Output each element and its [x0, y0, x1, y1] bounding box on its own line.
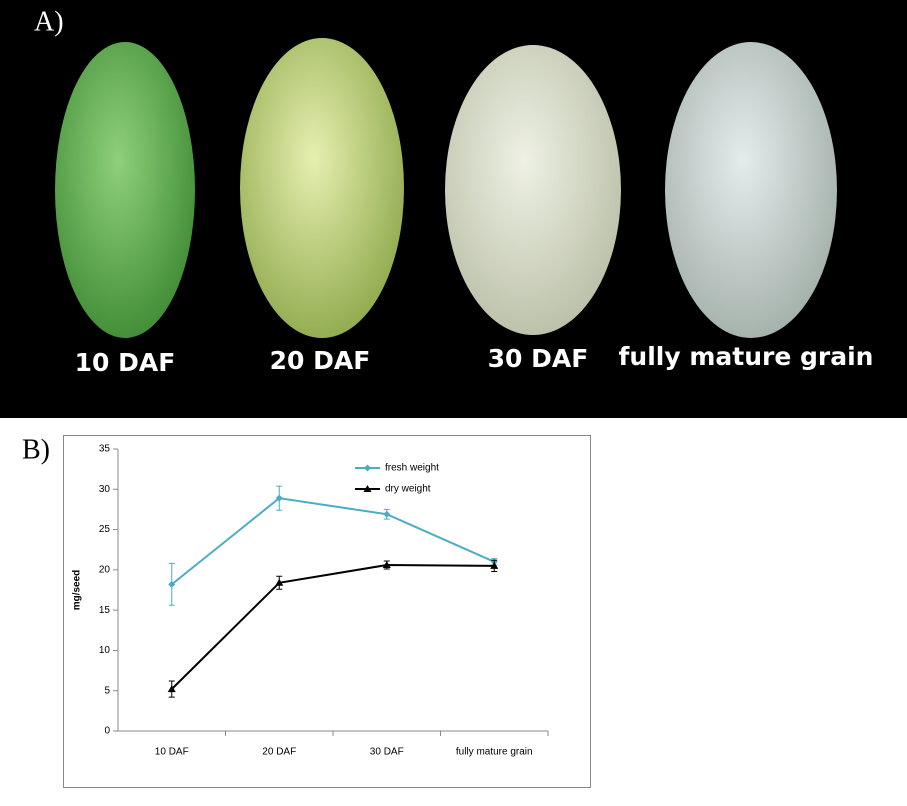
seed-image — [445, 45, 621, 335]
data-point — [364, 464, 371, 472]
y-tick-label: 10 — [99, 645, 111, 656]
x-tick-label: 30 DAF — [370, 747, 404, 758]
y-tick-label: 15 — [99, 605, 111, 616]
caption: 10 DAF — [75, 348, 176, 377]
panel-label: B) — [22, 434, 50, 465]
data-point — [275, 578, 284, 586]
series-line — [171, 564, 495, 690]
y-tick-label: 25 — [99, 524, 111, 535]
data-point — [383, 510, 391, 518]
series-line — [171, 497, 495, 586]
legend-label: dry weight — [385, 484, 431, 495]
seed-image — [55, 42, 195, 338]
data-point — [168, 580, 176, 588]
data-point — [490, 561, 499, 569]
caption: 20 DAF — [270, 346, 371, 375]
y-axis-title: mg/seed — [72, 570, 83, 611]
caption: 30 DAF — [488, 344, 589, 373]
seed-image — [665, 42, 837, 338]
caption: fully mature grain — [619, 342, 874, 371]
legend-label: fresh weight — [385, 463, 439, 474]
y-tick-label: 35 — [99, 444, 111, 455]
x-tick-label: 20 DAF — [262, 747, 296, 758]
data-point — [275, 494, 283, 502]
data-point — [382, 561, 391, 569]
data-point — [363, 485, 372, 492]
y-tick-label: 20 — [99, 564, 111, 575]
y-tick-label: 5 — [104, 685, 110, 696]
panel-label: A) — [34, 6, 64, 37]
chart-frame — [63, 435, 591, 788]
y-tick-label: 30 — [99, 484, 111, 495]
x-tick-label: 10 DAF — [155, 747, 189, 758]
seed-image — [240, 38, 404, 338]
y-tick-label: 0 — [104, 726, 110, 737]
data-point — [167, 685, 176, 693]
x-tick-label: fully mature grain — [456, 747, 533, 758]
